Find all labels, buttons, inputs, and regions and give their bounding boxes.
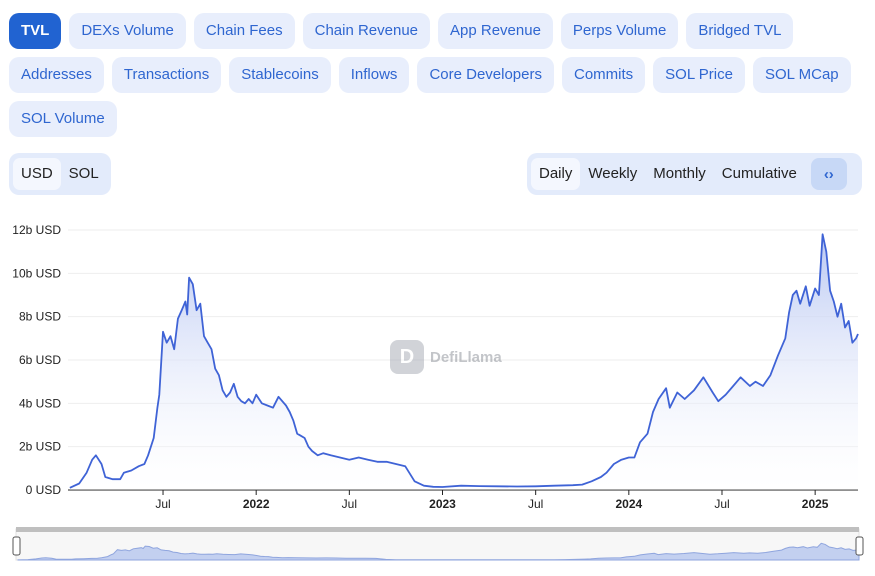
range-slider-preview [17, 542, 860, 561]
period-option-monthly[interactable]: Monthly [653, 165, 706, 182]
x-tick-label: Jul [528, 497, 543, 511]
x-tick-label: 2025 [802, 497, 829, 511]
tab-inflows[interactable]: Inflows [338, 57, 410, 93]
x-tick-label: Jul [155, 497, 170, 511]
period-option-cumulative[interactable]: Cumulative [721, 165, 797, 182]
denom-option-sol[interactable]: SOL [68, 165, 99, 182]
tab-commits[interactable]: Commits [562, 57, 646, 93]
y-tick-label: 4b USD [19, 396, 61, 410]
y-tick-label: 12b USD [12, 223, 61, 237]
metric-tab-row-2: Addresses Transactions Stablecoins Inflows C… [9, 57, 851, 93]
tvl-line [69, 233, 859, 489]
x-tick-label: 2022 [243, 497, 270, 511]
tab-sol-price[interactable]: SOL Price [653, 57, 745, 93]
x-tick-label: 2024 [615, 497, 642, 511]
tvl-area-chart: 0 USD 2b USD 4b USD 6b USD 8b USD 10b USD 12b … [12, 223, 864, 561]
tab-sol-volume[interactable]: SOL Volume [9, 101, 117, 137]
embed-code-icon[interactable]: ‹› [810, 158, 847, 190]
range-slider-right-handle[interactable] [855, 536, 864, 556]
y-tick-label: 8b USD [19, 310, 61, 324]
x-tick-label: 2023 [429, 497, 456, 511]
tab-app-revenue[interactable]: App Revenue [438, 13, 553, 49]
tab-perps-volume[interactable]: Perps Volume [560, 13, 679, 49]
y-tick-label: 0 USD [26, 483, 62, 497]
tab-addresses[interactable]: Addresses [9, 57, 104, 93]
period-option-daily[interactable]: Daily [531, 158, 581, 190]
tab-dexs-volume[interactable]: DEXs Volume [69, 13, 186, 49]
x-tick-label: Jul [342, 497, 357, 511]
y-tick-label: 6b USD [19, 353, 61, 367]
tab-tvl[interactable]: TVL [9, 13, 62, 49]
period-toggle: Daily Weekly Monthly Cumulative ‹› [527, 153, 862, 195]
tab-bridged-tvl[interactable]: Bridged TVL [686, 13, 794, 49]
denomination-toggle: USD SOL [9, 153, 111, 195]
metric-tab-row-3: SOL Volume [9, 101, 117, 137]
tvl-area [69, 234, 858, 490]
period-option-weekly[interactable]: Weekly [588, 165, 638, 182]
tab-core-developers[interactable]: Core Developers [417, 57, 554, 93]
llama-logo-icon: D [390, 340, 424, 374]
watermark: D DefiLlama [390, 340, 502, 374]
tab-transactions[interactable]: Transactions [111, 57, 222, 93]
range-slider-left-handle[interactable] [12, 536, 21, 556]
watermark-text: DefiLlama [430, 348, 502, 366]
metric-tab-row-1: TVL DEXs Volume Chain Fees Chain Revenue App… [9, 13, 794, 49]
tab-chain-fees[interactable]: Chain Fees [193, 13, 295, 49]
tab-sol-mcap[interactable]: SOL MCap [752, 57, 851, 93]
tab-chain-revenue[interactable]: Chain Revenue [302, 13, 431, 49]
x-tick-label: Jul [714, 497, 729, 511]
range-slider-bar [16, 527, 859, 532]
tab-stablecoins[interactable]: Stablecoins [229, 57, 331, 93]
y-tick-label: 2b USD [19, 440, 61, 454]
y-tick-label: 10b USD [12, 266, 61, 280]
denom-option-usd[interactable]: USD [13, 158, 61, 190]
